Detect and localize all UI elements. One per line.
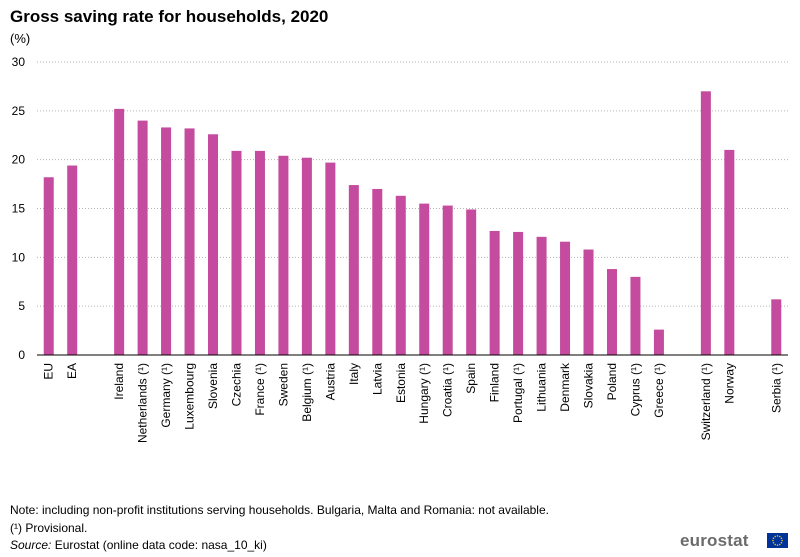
chart-title: Gross saving rate for households, 2020	[10, 7, 329, 26]
flag-star	[774, 543, 776, 546]
provisional-note: (¹) Provisional.	[10, 520, 88, 535]
bar	[771, 299, 782, 355]
flag-star	[774, 535, 776, 538]
bar	[301, 157, 312, 355]
y-tick-label: 15	[12, 202, 26, 216]
bars	[43, 91, 782, 356]
bar	[583, 249, 594, 355]
bar	[395, 195, 406, 355]
bar	[700, 91, 711, 356]
bar	[419, 203, 430, 355]
x-tick-label: Ireland	[112, 363, 126, 400]
bar	[513, 231, 524, 355]
bar	[278, 155, 289, 355]
bar	[372, 188, 383, 355]
y-tick-label: 10	[12, 250, 26, 264]
y-tick-label: 5	[18, 299, 25, 313]
note-text: Note: including non-profit institutions …	[10, 503, 549, 517]
x-tick-label: Slovenia	[206, 363, 220, 409]
x-tick-label: Netherlands (¹)	[136, 363, 150, 443]
bar	[325, 162, 336, 355]
flag-star	[780, 537, 783, 539]
x-tick-label: EA	[65, 363, 79, 379]
x-tick-label: France (¹)	[253, 363, 267, 416]
x-tick-label: Switzerland (¹)	[699, 363, 713, 440]
bar	[137, 120, 148, 355]
x-tick-label: Greece (¹)	[652, 363, 666, 418]
y-axis-ticks: 0 5 10 15 20 25 30	[12, 55, 26, 362]
bar	[536, 236, 547, 355]
bar	[724, 149, 735, 355]
source-text: Eurostat (online data code: nasa_10_ki)	[51, 538, 267, 552]
x-tick-label: Denmark	[558, 362, 572, 412]
logo-text: eurostat	[680, 531, 749, 550]
bar	[348, 185, 359, 355]
flag-star	[772, 539, 774, 542]
bar	[560, 241, 571, 355]
y-tick-label: 30	[12, 55, 26, 69]
flag-star	[772, 542, 775, 544]
flag-star	[776, 544, 779, 546]
x-tick-label: Germany (¹)	[159, 363, 173, 428]
bar	[161, 127, 172, 355]
x-tick-label: Finland	[488, 363, 502, 402]
bar	[630, 276, 641, 355]
x-axis-labels: EU EA Ireland Netherlands (¹) Germany (¹) Lux…	[42, 362, 784, 443]
bar	[653, 329, 664, 355]
bar	[184, 128, 195, 355]
x-tick-label: Sweden	[276, 363, 290, 406]
y-tick-label: 0	[18, 348, 25, 362]
y-tick-label: 20	[12, 153, 26, 167]
x-tick-label: Croatia (¹)	[441, 363, 455, 417]
flag-star	[779, 535, 781, 538]
bar	[254, 150, 265, 355]
bar	[43, 177, 54, 355]
x-tick-label: Poland	[605, 363, 619, 400]
eurostat-logo: eurostat	[680, 531, 790, 553]
bar	[67, 165, 78, 355]
bar	[442, 205, 453, 355]
bar	[208, 134, 219, 355]
bar	[606, 269, 617, 355]
bar-chart: 0 5 10 15 20 25 30 EU EA Ireland Netherlands (¹) G…	[12, 55, 788, 443]
gridlines	[37, 61, 788, 307]
flag-star	[779, 543, 781, 546]
x-tick-label: Lithuania	[535, 363, 549, 412]
x-tick-label: Portugal (¹)	[511, 363, 525, 423]
bar	[231, 150, 242, 355]
bar	[466, 209, 477, 355]
x-tick-label: Norway	[722, 363, 736, 404]
x-tick-label: Spain	[464, 363, 478, 394]
eu-flag-icon	[767, 533, 788, 548]
source-label: Source:	[10, 538, 52, 552]
x-tick-label: Serbia (¹)	[769, 363, 783, 413]
bar	[114, 108, 125, 355]
source-line: Source: Eurostat (online data code: nasa…	[10, 537, 549, 555]
x-tick-label: EU	[42, 363, 56, 380]
x-tick-label: Cyprus (¹)	[628, 363, 642, 416]
x-tick-label: Slovakia	[582, 363, 596, 409]
x-tick-label: Estonia	[394, 363, 408, 403]
y-tick-label: 25	[12, 104, 26, 118]
y-axis-unit: (%)	[10, 31, 31, 46]
bar	[489, 230, 500, 355]
x-tick-label: Latvia	[370, 363, 384, 395]
flag-star	[776, 535, 779, 537]
x-tick-label: Italy	[347, 363, 361, 385]
flag-star	[772, 537, 775, 539]
footnotes: Note: including non-profit institutions …	[10, 502, 549, 555]
x-tick-label: Austria	[323, 363, 337, 401]
x-tick-label: Hungary (¹)	[417, 363, 431, 424]
x-tick-label: Belgium (¹)	[300, 363, 314, 422]
x-tick-label: Czechia	[229, 363, 243, 407]
x-tick-label: Luxembourg	[183, 363, 197, 430]
flag-star	[781, 539, 783, 542]
flag-star	[780, 542, 783, 544]
